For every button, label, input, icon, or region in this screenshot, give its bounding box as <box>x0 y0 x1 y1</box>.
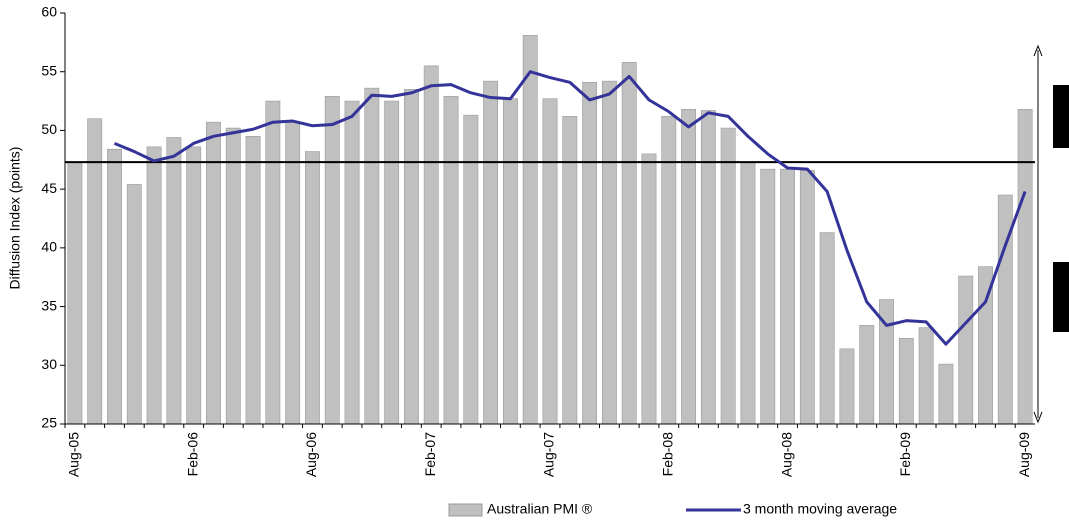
bar <box>225 127 241 425</box>
bar <box>206 121 221 425</box>
bar <box>918 327 934 425</box>
bar <box>938 363 954 425</box>
y-tick-label: 55 <box>41 62 57 78</box>
bar <box>186 146 202 425</box>
bar <box>958 275 974 425</box>
bar <box>404 89 419 425</box>
bar <box>601 80 617 425</box>
bar <box>681 108 696 425</box>
x-tick-label: Aug-05 <box>66 432 82 477</box>
bar <box>324 96 340 425</box>
bar <box>344 100 360 425</box>
bar <box>87 118 103 425</box>
bar <box>859 325 875 425</box>
y-tick-label: 40 <box>41 239 57 255</box>
bar <box>107 148 122 425</box>
y-tick-label: 60 <box>41 4 57 20</box>
bar <box>1017 108 1033 425</box>
bar <box>364 87 380 425</box>
bar <box>146 146 162 425</box>
x-tick-label: Feb-06 <box>184 432 200 477</box>
x-tick-label: Aug-06 <box>303 432 319 477</box>
bar <box>483 80 499 425</box>
bar <box>305 151 320 425</box>
arrow-heads <box>1033 44 1043 424</box>
bar <box>780 168 795 425</box>
legend-label: 3 month moving average <box>743 501 897 517</box>
annotation-block <box>1053 85 1069 148</box>
bar <box>245 136 261 425</box>
bar <box>898 337 914 425</box>
bar <box>126 184 142 425</box>
bar <box>265 100 281 425</box>
x-tick-label: Aug-08 <box>778 432 794 477</box>
bar <box>542 98 558 425</box>
y-tick-label: 30 <box>41 356 57 372</box>
bar <box>423 65 439 425</box>
bar <box>720 127 736 425</box>
x-tick-label: Aug-07 <box>541 432 557 477</box>
y-tick-label: 50 <box>41 121 57 137</box>
bar <box>760 168 776 425</box>
bar <box>502 98 518 425</box>
bar <box>700 110 716 425</box>
y-tick-label: 35 <box>41 297 57 313</box>
bar <box>799 170 815 425</box>
bar <box>740 161 756 425</box>
y-axis-label: Diffusion Index (points) <box>7 147 23 290</box>
bar <box>641 153 657 425</box>
bar <box>522 35 538 425</box>
bar <box>839 348 855 425</box>
legend-label: Australian PMI ® <box>487 501 593 517</box>
x-tick-label: Aug-09 <box>1016 432 1032 477</box>
bar <box>621 62 637 425</box>
bar <box>443 96 459 425</box>
bar <box>582 81 598 425</box>
legend-swatch <box>448 503 483 517</box>
annotation-block <box>1053 262 1069 332</box>
bar <box>285 121 301 425</box>
bar <box>67 161 83 425</box>
bar <box>166 137 182 425</box>
x-tick-label: Feb-09 <box>897 432 913 477</box>
y-tick-label: 25 <box>41 415 57 431</box>
moving-average-line <box>113 70 1027 346</box>
x-tick-label: Feb-08 <box>659 432 675 477</box>
bar <box>819 232 835 425</box>
y-tick-label: 45 <box>41 180 57 196</box>
bar <box>384 100 400 425</box>
x-tick-label: Feb-07 <box>422 432 438 477</box>
